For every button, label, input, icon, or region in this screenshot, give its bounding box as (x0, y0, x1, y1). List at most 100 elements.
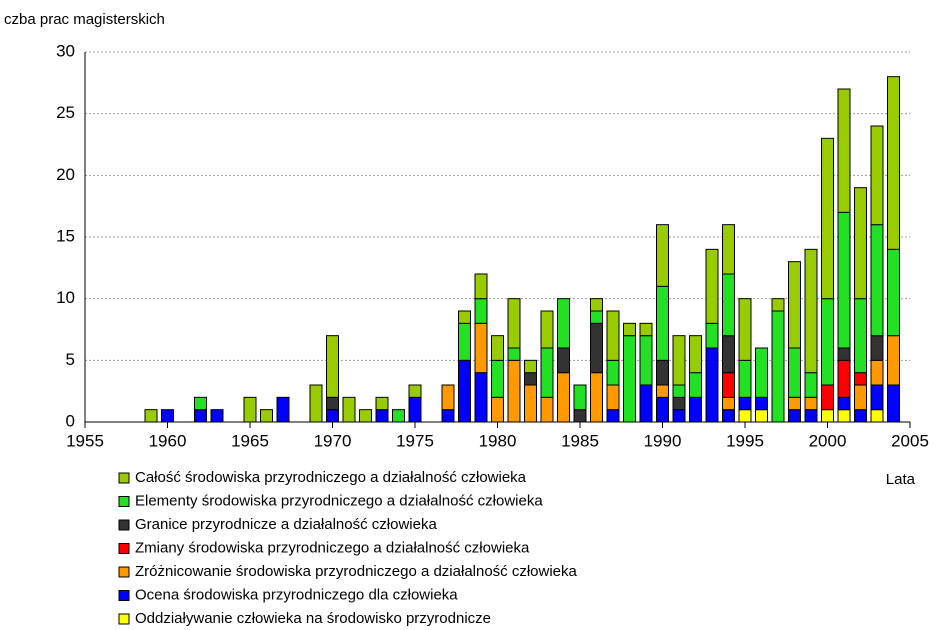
x-tick-label: 1970 (314, 431, 352, 450)
bar-segment (837, 396, 851, 411)
bar-segment (887, 76, 900, 250)
bar-segment (326, 396, 339, 411)
bar-segment (557, 298, 570, 349)
bar-segment (854, 298, 867, 374)
y-tick-label: 0 (66, 411, 75, 430)
bar-segment (573, 384, 587, 411)
bar-segment (639, 322, 653, 337)
bar-segment (854, 372, 867, 386)
bar-segment (507, 347, 521, 361)
bar-segment (672, 396, 686, 411)
bar-segment (705, 347, 719, 423)
bar-segment (656, 396, 669, 423)
bar-segment (705, 248, 719, 324)
bar-segment (755, 409, 768, 423)
legend-label: Zmiany środowiska przyrodniczego a dział… (135, 539, 530, 556)
bar-segment (656, 285, 669, 361)
bar-segment (491, 335, 504, 361)
bar-segment (804, 409, 818, 423)
y-tick-label: 25 (56, 103, 75, 122)
bar-segment (326, 335, 339, 398)
bar-segment (491, 396, 504, 423)
bar-segment (260, 409, 273, 423)
legend-label: Ocena środowiska przyrodniczego dla czło… (135, 586, 458, 603)
bar-segment (557, 372, 570, 423)
y-tick-label: 30 (56, 41, 75, 60)
x-tick-label: 2005 (891, 431, 929, 450)
bar-segment (689, 372, 702, 398)
bar-segment (821, 298, 834, 386)
bar-segment (540, 396, 554, 423)
bar-segment (788, 261, 801, 349)
bar-segment (309, 384, 323, 423)
y-tick-label: 5 (66, 350, 75, 369)
bar-segment (870, 224, 884, 337)
bar-segment (590, 322, 603, 374)
bar-segment (375, 409, 389, 423)
bar-segment (408, 396, 422, 423)
bar-segment (656, 224, 669, 287)
bar-segment (722, 273, 735, 337)
legend-swatch (118, 543, 130, 554)
bar-segment (821, 137, 834, 300)
legend-label: Elementy środowiska przyrodniczego a dzi… (135, 492, 543, 509)
bar-segment (738, 396, 752, 411)
bar-segment (342, 396, 356, 423)
bar-segment (606, 310, 620, 361)
bar-segment (656, 359, 669, 386)
bar-segment (639, 335, 653, 386)
legend-swatch (118, 566, 130, 578)
bar-segment (441, 409, 455, 423)
bar-segment (474, 372, 488, 423)
bar-segment (788, 347, 801, 398)
bar-segment (392, 409, 405, 423)
bar-segment (738, 409, 752, 423)
x-tick-label: 1985 (561, 431, 599, 450)
legend-label: Granice przyrodnicze a działalność człow… (135, 516, 437, 533)
x-tick-label: 1975 (396, 431, 434, 450)
bar-segment (689, 396, 702, 423)
bar-segment (722, 372, 735, 398)
bar-segment (623, 322, 636, 337)
bar-segment (656, 384, 669, 398)
bar-segment (804, 396, 818, 411)
x-tick-label: 1960 (149, 431, 187, 450)
bar-segment (557, 347, 570, 374)
bar-segment (458, 322, 471, 361)
bar-segment (887, 248, 900, 337)
bar-segment (524, 384, 537, 423)
bar-segment (540, 310, 554, 349)
legend-swatch (118, 613, 130, 625)
bar-segment (722, 409, 735, 423)
bar-segment (194, 409, 207, 423)
bar-segment (771, 298, 785, 312)
bar-segment (276, 396, 290, 423)
x-tick-label: 1955 (66, 431, 104, 450)
legend-label: Zróżnicowanie środowiska przyrodniczego … (135, 563, 578, 580)
bar-segment (524, 372, 537, 386)
bar-segment (738, 298, 752, 361)
bar-segment (606, 359, 620, 386)
bar-segment (837, 409, 851, 423)
legend-label: Oddziaływanie człowieka na środowisko pr… (135, 610, 491, 627)
legend-swatch (118, 472, 130, 484)
bar-segment (194, 396, 207, 411)
bar-segment (375, 396, 389, 411)
x-tick-label: 2000 (809, 431, 847, 450)
y-tick-label: 10 (56, 288, 75, 307)
bar-segment (722, 224, 735, 275)
bar-segment (639, 384, 653, 423)
bar-segment (590, 372, 603, 423)
bar-segment (606, 384, 620, 411)
bar-segment (474, 273, 488, 300)
bar-segment (738, 359, 752, 398)
bar-segment (623, 335, 636, 423)
bar-segment (870, 384, 884, 411)
x-axis-label: Lata (886, 471, 916, 488)
y-tick-label: 20 (56, 165, 75, 184)
bar-segment (870, 335, 884, 361)
legend-swatch (118, 519, 130, 531)
bar-segment (837, 211, 851, 349)
bar-segment (507, 298, 521, 349)
